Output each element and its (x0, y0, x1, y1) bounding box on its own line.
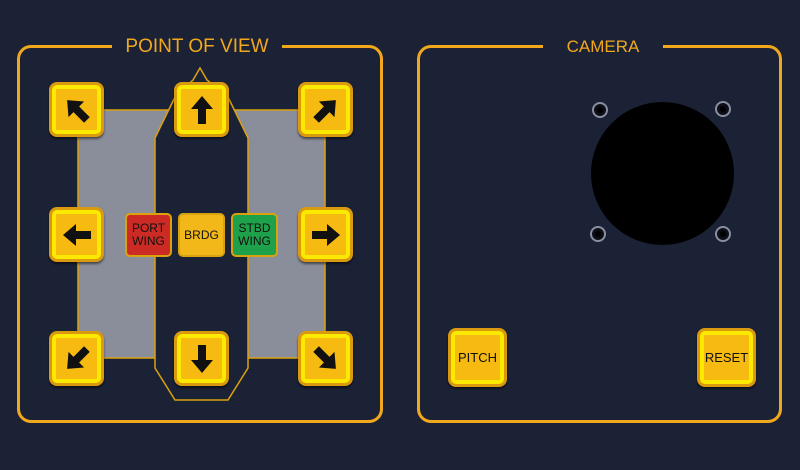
arrow-up-left-button[interactable] (49, 82, 104, 137)
screw-bottom-left-icon (590, 226, 606, 242)
pitch-label: PITCH (458, 350, 497, 365)
bridge-label: BRDG (184, 227, 219, 242)
screw-top-right-icon (715, 101, 731, 117)
arrow-up-icon (190, 95, 213, 124)
arrow-down-button[interactable] (174, 331, 229, 386)
port-wing-button[interactable]: PORT WING (125, 213, 172, 257)
point-of-view-title: POINT OF VIEW (112, 36, 282, 58)
port-wing-label-line2: WING (132, 234, 165, 248)
arrow-up-left-icon (66, 99, 90, 123)
screw-top-left-icon (592, 102, 608, 118)
stbd-wing-label-line2: WING (238, 234, 271, 248)
camera-viewport (591, 102, 734, 245)
screw-bottom-right-icon (715, 226, 731, 242)
arrow-right-icon (311, 223, 340, 246)
arrow-right-button[interactable] (298, 207, 353, 262)
arrow-up-button[interactable] (174, 82, 229, 137)
reset-button[interactable]: RESET (697, 328, 756, 387)
arrow-left-icon (62, 223, 91, 246)
starboard-wing-button[interactable]: STBD WING (231, 213, 278, 257)
port-wing-label-line1: PORT (131, 221, 166, 235)
arrow-down-left-icon (66, 345, 90, 369)
camera-title: CAMERA (543, 36, 663, 58)
pitch-button[interactable]: PITCH (448, 328, 507, 387)
arrow-left-button[interactable] (49, 207, 104, 262)
stbd-wing-label-line1: STBD (238, 221, 271, 235)
reset-label: RESET (704, 350, 749, 365)
arrow-up-right-icon (312, 99, 336, 123)
arrow-down-left-button[interactable] (49, 331, 104, 386)
arrow-up-right-button[interactable] (298, 82, 353, 137)
arrow-down-right-button[interactable] (298, 331, 353, 386)
bridge-button[interactable]: BRDG (178, 213, 225, 257)
arrow-down-icon (190, 344, 213, 373)
arrow-down-right-icon (312, 345, 336, 369)
